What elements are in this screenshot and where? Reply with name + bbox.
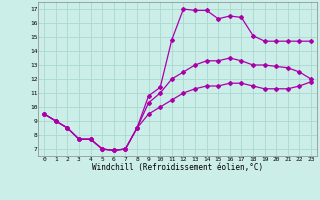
X-axis label: Windchill (Refroidissement éolien,°C): Windchill (Refroidissement éolien,°C) bbox=[92, 163, 263, 172]
